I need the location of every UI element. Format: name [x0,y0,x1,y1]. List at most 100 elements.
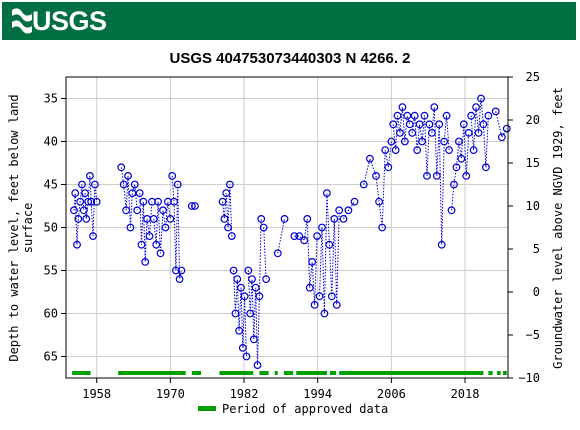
y-right-tick-label: 5 [533,242,540,256]
data-point [255,292,264,301]
data-point [437,240,446,249]
y-right-tick-label: 0 [533,285,540,299]
data-point [474,128,483,137]
data-point [154,197,162,206]
data-point [249,335,258,344]
series-segment [233,270,247,357]
data-point [227,232,236,241]
data-point [365,154,374,163]
data-point [464,128,473,137]
data-point [224,223,232,232]
series-segment [392,107,411,151]
data-point [71,189,80,198]
data-point [280,214,289,223]
data-point [477,94,485,103]
data-point [339,214,348,223]
data-point [159,206,167,215]
approved-period-bar [72,371,91,375]
data-point [78,180,86,189]
approved-period-bar [329,371,337,375]
usgs-banner: USGS [2,2,576,40]
series-lines [73,98,508,366]
data-point [396,128,404,137]
data-point [141,258,150,266]
data-point [447,206,456,215]
data-point [323,189,331,198]
data-point [218,197,227,206]
data-point [238,344,247,352]
x-tick-label: 2018 [451,387,480,401]
data-point [248,275,256,284]
data-point [405,120,414,129]
data-point [325,240,334,249]
data-point [378,223,387,232]
data-point [251,283,260,292]
data-point [170,197,178,206]
data-point [273,249,282,258]
y-right-tick-label: 10 [526,199,540,213]
series-segment [319,193,340,314]
data-point [372,171,380,180]
y-left-tick-label: 45 [44,178,58,192]
y-left-tick-label: 35 [44,92,58,106]
data-point [89,232,97,241]
data-point [173,180,182,189]
data-point [191,202,199,210]
data-point [435,120,444,129]
y-right-label: Groundwater level above NGVD 1929, feet [551,87,565,369]
series-segment [139,193,153,262]
data-point [149,214,158,223]
data-point [335,206,344,215]
data-point [128,189,137,198]
data-point [130,180,139,189]
data-point [259,223,268,232]
data-point [152,240,161,249]
data-point [440,137,449,146]
data-point [491,107,500,116]
data-point [240,292,249,301]
x-ticks: 1958 1970 1982 1994 2006 2018 [82,378,479,401]
data-point [145,232,154,241]
data-point [457,154,466,163]
y-right-tick-label: 15 [526,156,540,170]
approved-period-bar [503,371,507,375]
data-point [442,111,451,120]
data-point [384,163,393,172]
legend-swatch [198,406,216,411]
y-right-ticks: 25 20 15 10 5 0 −5 −10 [508,70,540,385]
series-segment [84,175,98,237]
data-point [87,197,96,206]
y-left-tick-label: 40 [44,135,58,149]
data-point [300,236,309,245]
data-point [375,197,383,206]
data-point [381,146,390,155]
data-point [467,111,476,120]
data-point [320,309,329,318]
y-left-tick-label: 55 [44,264,58,278]
usgs-logo-text: USGS [32,6,107,36]
data-point [84,197,92,206]
data-point [398,103,407,111]
data-point [415,120,424,129]
data-point [413,146,422,155]
data-point [235,326,244,335]
data-point [290,232,299,241]
data-point [74,214,83,223]
data-point [310,301,319,309]
data-point [303,214,312,223]
x-tick-label: 1982 [230,387,259,401]
series-segment [277,218,285,254]
data-point [497,133,506,142]
approved-period-bar [219,371,254,375]
approved-period-bar [496,371,501,375]
grid [66,77,508,378]
y-right-tick-label: −5 [526,328,540,342]
series-segment [495,111,508,139]
data-point [408,128,417,137]
data-point [418,137,426,146]
data-point [391,146,400,155]
x-tick-label: 2006 [377,387,406,401]
data-point [220,214,229,223]
data-point [257,214,266,223]
data-point [262,275,271,284]
